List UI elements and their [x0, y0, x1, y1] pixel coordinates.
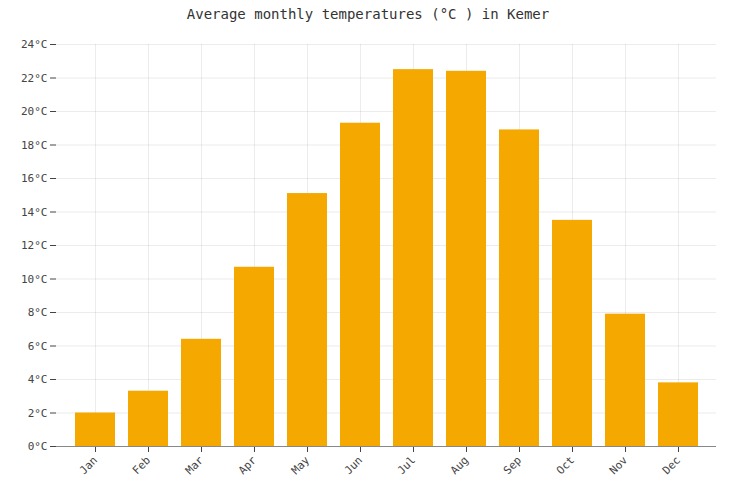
svg-text:Apr: Apr [236, 453, 260, 477]
svg-text:Aug: Aug [448, 454, 471, 477]
svg-text:22°C: 22°C [21, 72, 48, 85]
html-text:Average monthly temperatures (: Average monthly temperatures (°C ) in Ke… [186, 6, 550, 22]
svg-text:10°C: 10°C [21, 273, 48, 286]
svg-text:16°C: 16°C [21, 172, 48, 185]
svg-text:May: May [289, 453, 313, 477]
svg-text:24°C: 24°C [21, 38, 48, 51]
svg-text:Sep: Sep [501, 454, 524, 477]
svg-text:Dec: Dec [660, 454, 683, 477]
svg-text:0°C: 0°C [28, 440, 48, 453]
svg-text:Jul: Jul [395, 454, 418, 477]
svg-text:Nov: Nov [607, 453, 631, 477]
svg-text:8°C: 8°C [28, 306, 48, 319]
svg-text:Feb: Feb [130, 454, 153, 477]
svg-text:Mar: Mar [183, 453, 207, 477]
svg-text:2°C: 2°C [28, 407, 48, 420]
svg-text:14°C: 14°C [21, 206, 48, 219]
svg-text:20°C: 20°C [21, 105, 48, 118]
svg-text:Oct: Oct [554, 454, 577, 477]
svg-text:Jun: Jun [342, 454, 365, 477]
svg-text:6°C: 6°C [28, 340, 48, 353]
svg-text:12°C: 12°C [21, 239, 48, 252]
svg-text:Jan: Jan [77, 454, 100, 477]
svg-text:18°C: 18°C [21, 139, 48, 152]
svg-text:4°C: 4°C [28, 373, 48, 386]
